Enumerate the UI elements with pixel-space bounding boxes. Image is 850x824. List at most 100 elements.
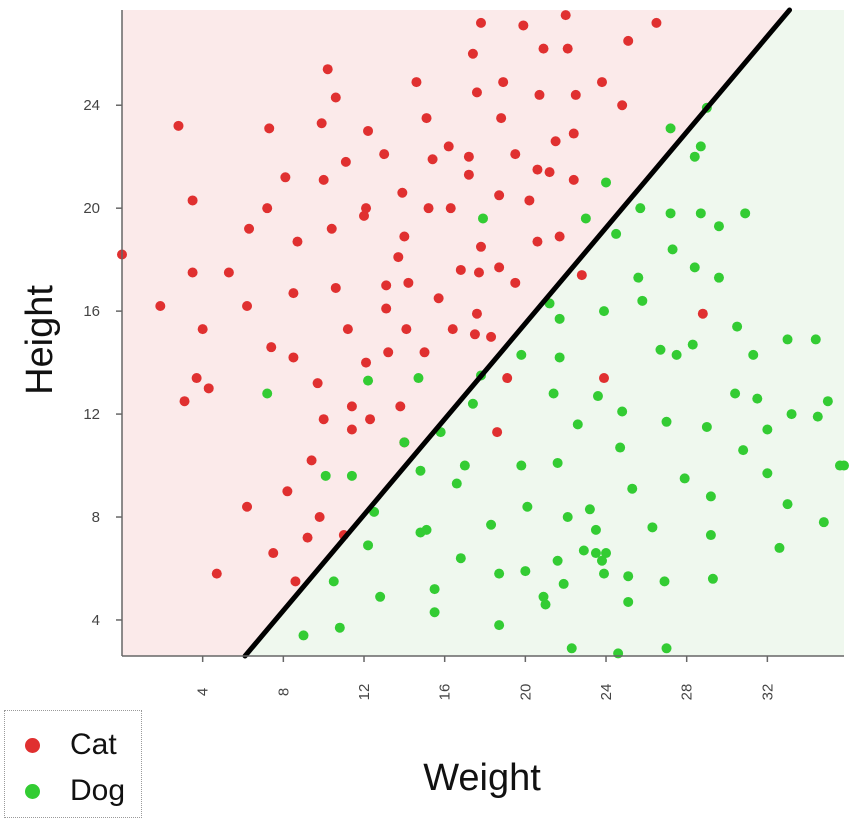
cat-data-point: [326, 223, 337, 234]
cat-data-point: [302, 532, 313, 543]
cat-data-point: [179, 396, 190, 407]
cat-data-point: [651, 17, 662, 28]
dog-data-point: [695, 208, 706, 219]
cat-data-point: [318, 414, 329, 425]
dog-data-point: [320, 470, 331, 481]
cat-data-point: [532, 164, 543, 175]
cat-data-point: [292, 236, 303, 247]
cat-data-point: [455, 264, 466, 275]
cat-data-point: [532, 236, 543, 247]
dog-data-point: [413, 373, 424, 384]
axes: 4 8 12 16 20 24 4 8 12 16 20 24 28 32: [83, 10, 844, 700]
dog-data-point: [572, 419, 583, 430]
cat-data-point: [211, 568, 222, 579]
cat-data-point: [427, 154, 438, 165]
dog-data-point: [548, 388, 559, 399]
cat-data-point: [330, 92, 341, 103]
dog-data-point: [552, 457, 563, 468]
dog-data-point: [298, 630, 309, 641]
cat-data-point: [359, 210, 370, 221]
cat-data-point: [471, 308, 482, 319]
cat-data-point: [242, 501, 253, 512]
dog-data-point: [328, 576, 339, 587]
dog-data-point: [522, 501, 533, 512]
dog-data-point: [429, 607, 440, 618]
cat-data-point: [617, 100, 628, 111]
cat-data-point: [346, 401, 357, 412]
dog-data-point: [647, 522, 658, 533]
dog-data-point: [455, 553, 466, 564]
dog-data-point: [599, 568, 610, 579]
cat-data-point: [280, 172, 291, 183]
dog-data-point: [782, 334, 793, 345]
cat-data-point: [568, 174, 579, 185]
decision-boundary-line: [242, 7, 793, 659]
cat-data-point: [312, 378, 323, 389]
x-tick-label: 20: [517, 684, 534, 701]
dog-data-point: [738, 445, 749, 456]
x-tick-label: 12: [356, 684, 373, 701]
cat-data-point: [496, 113, 507, 124]
dog-data-point: [713, 272, 724, 283]
cat-data-point: [445, 203, 456, 214]
dog-data-point: [566, 643, 577, 654]
dog-data-point: [415, 465, 426, 476]
cat-data-point: [475, 241, 486, 252]
dog-data-point: [679, 473, 690, 484]
dog-data-point: [399, 437, 410, 448]
y-axis-ticks: 4 8 12 16 20 24: [83, 97, 122, 629]
plot-background: [122, 10, 844, 656]
cat-data-point: [155, 300, 166, 311]
cat-data-point: [498, 77, 509, 88]
dog-data-point: [701, 421, 712, 432]
cat-data-point: [411, 77, 422, 88]
x-tick-label: 16: [437, 684, 454, 701]
legend: Cat Dog: [4, 710, 142, 818]
cat-data-point: [393, 252, 404, 263]
cat-data-point: [244, 223, 255, 234]
dog-data-point: [562, 512, 573, 523]
dog-data-point: [334, 622, 345, 633]
cat-data-point: [473, 267, 484, 278]
dog-data-point: [599, 306, 610, 317]
cat-data-point: [383, 347, 394, 358]
dog-data-point: [494, 620, 505, 631]
x-tick-label: 28: [679, 684, 696, 701]
dog-data-point: [584, 504, 595, 515]
x-axis-ticks: 4 8 12 16 20 24 28 32: [195, 656, 776, 701]
cat-data-point: [447, 324, 458, 335]
cat-data-point: [306, 455, 317, 466]
y-tick-label: 12: [83, 406, 100, 423]
dog-data-point: [363, 375, 374, 386]
dog-data-point: [558, 578, 569, 589]
dog-data-point: [695, 141, 706, 152]
cat-data-point: [475, 17, 486, 28]
cat-data-point: [544, 167, 555, 178]
y-tick-label: 16: [83, 303, 100, 320]
cat-data-point: [266, 342, 277, 353]
cat-data-point: [346, 424, 357, 435]
dog-data-point: [578, 545, 589, 556]
cat-data-point: [340, 156, 351, 167]
dog-data-point: [752, 393, 763, 404]
cat-data-point: [363, 125, 374, 136]
dog-data-point: [516, 349, 527, 360]
cat-data-point: [322, 64, 333, 75]
dog-data-point: [635, 203, 646, 214]
cat-data-point: [469, 329, 480, 340]
dog-data-point: [554, 313, 565, 324]
dog-data-point: [478, 213, 488, 224]
cat-data-point: [342, 324, 353, 335]
cat-data-point: [502, 373, 513, 384]
cat-data-point: [399, 231, 410, 242]
dog-data-point: [627, 483, 638, 494]
dog-data-point: [689, 262, 700, 273]
dog-data-point: [363, 540, 374, 551]
x-tick-label: 4: [195, 688, 212, 696]
dog-data-point: [590, 548, 601, 559]
cat-data-point: [288, 288, 299, 299]
dog-data-point: [346, 470, 357, 481]
dog-data-point: [262, 388, 273, 399]
y-tick-label: 8: [92, 509, 100, 526]
